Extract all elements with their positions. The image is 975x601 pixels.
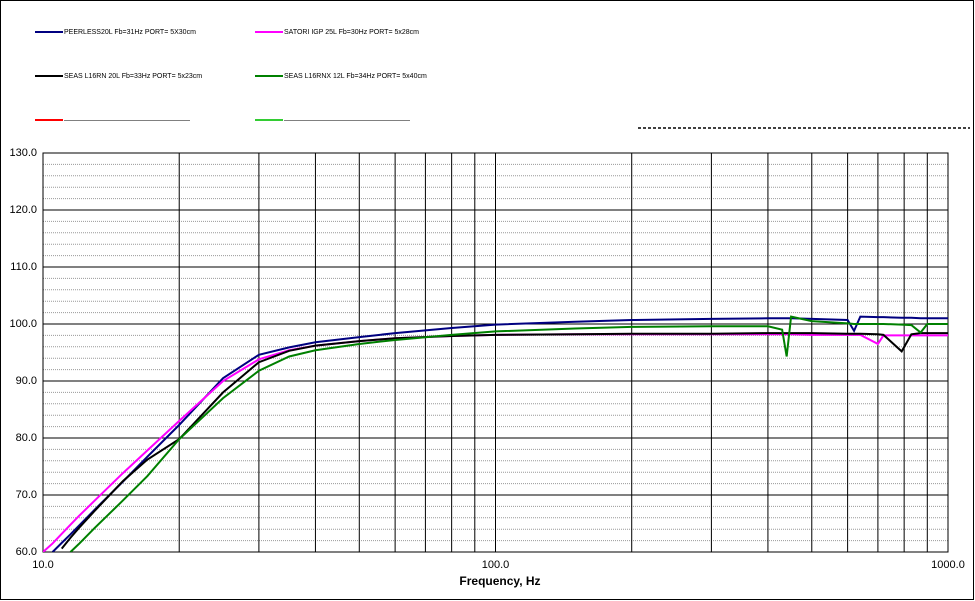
y-tick-label: 90.0	[16, 375, 37, 387]
y-tick-label: 100.0	[9, 318, 37, 330]
x-tick-label: 10.0	[32, 559, 53, 571]
legend-label: PEERLESS20L Fb=31Hz PORT= 5X30cm	[64, 29, 196, 36]
plot-border	[42, 152, 949, 553]
x-tick-label: 1000.0	[931, 559, 965, 571]
legend-label: SATORI IGP 25L Fb=30Hz PORT= 5x28cm	[284, 29, 419, 36]
x-axis-title: Frequency, Hz	[459, 574, 540, 588]
series-line	[60, 332, 948, 550]
y-tick-label: 70.0	[16, 489, 37, 501]
legend-label: ——————————————————	[64, 117, 190, 124]
series-line	[69, 315, 948, 552]
legend-label: SEAS L16RN 20L Fb=33Hz PORT= 5x23cm	[64, 73, 202, 80]
legend-label: ——————————————————	[284, 117, 410, 124]
y-tick-label: 60.0	[16, 546, 37, 558]
y-tick-label: 110.0	[10, 261, 37, 273]
x-tick-label: 100.0	[482, 559, 510, 571]
y-tick-label: 120.0	[9, 204, 37, 216]
legend-label: SEAS L16RNX 12L Fb=34Hz PORT= 5x40cm	[284, 73, 427, 80]
y-tick-label: 130.0	[9, 147, 37, 159]
y-tick-label: 80.0	[16, 432, 37, 444]
